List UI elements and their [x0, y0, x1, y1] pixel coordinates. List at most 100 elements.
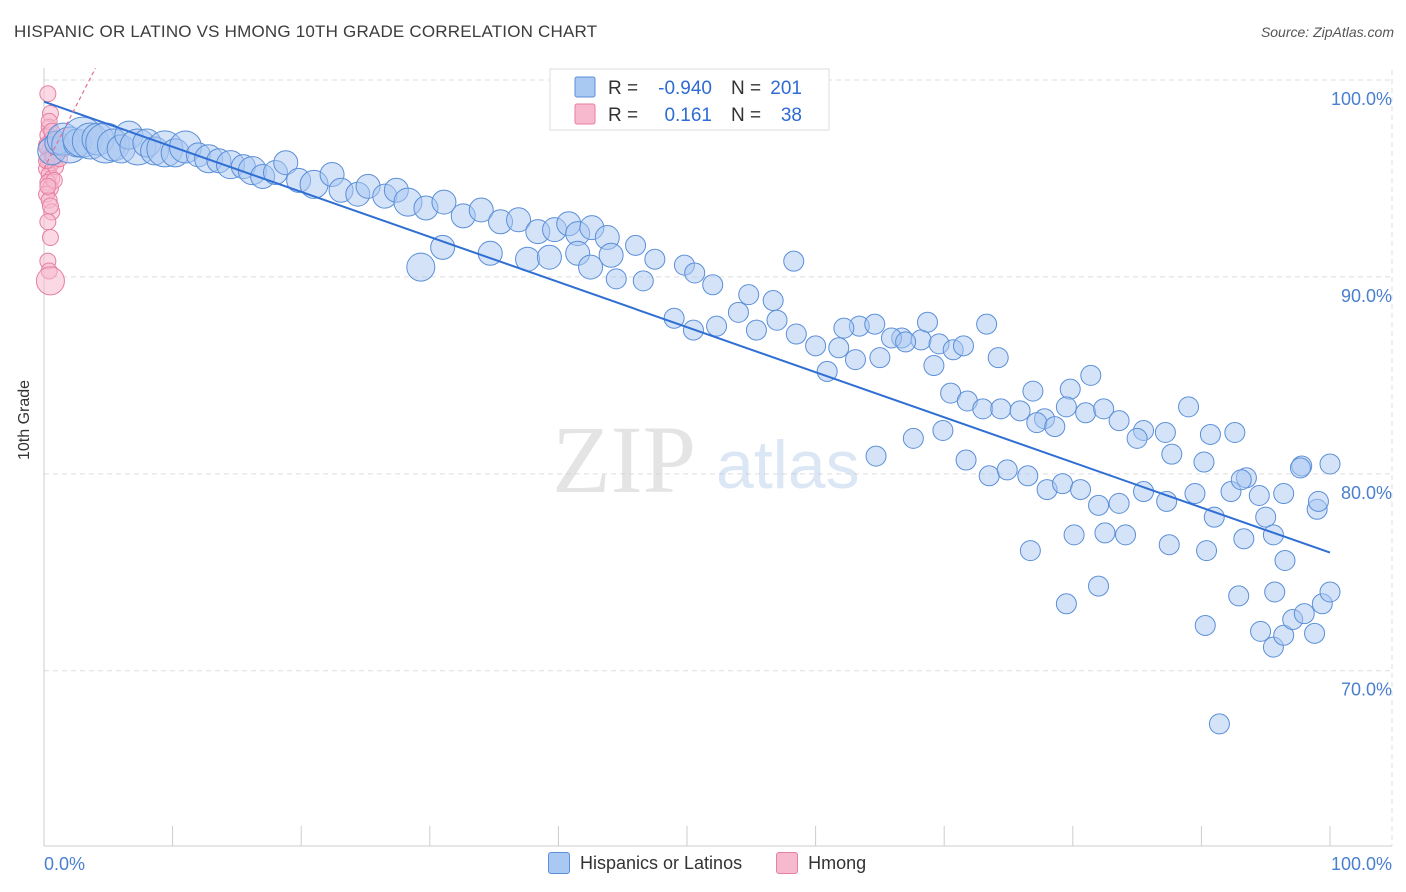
hispanic-points — [37, 116, 1341, 735]
hispanic-point — [1304, 622, 1326, 644]
y-tick-label: 80.0% — [1341, 483, 1392, 503]
hispanic-point — [1088, 494, 1110, 516]
hispanic-point — [1026, 412, 1048, 434]
tick-labels: 70.0% 80.0% 90.0% 100.0% 0.0% 100.0% — [44, 89, 1392, 874]
legend-n-label-2: N = — [731, 105, 761, 126]
hispanic-point — [828, 337, 850, 359]
hispanic-point — [805, 335, 827, 357]
hispanic-point — [632, 270, 654, 292]
hispanic-point — [869, 347, 891, 369]
hispanic-point — [702, 274, 724, 296]
hispanic-point — [1199, 423, 1221, 445]
hispanic-point — [990, 398, 1012, 420]
hispanic-point — [816, 360, 838, 382]
hispanic-point — [273, 150, 299, 176]
hispanic-point — [955, 449, 977, 471]
hispanic-point — [1055, 396, 1077, 418]
stats-legend: R = -0.940 N = 201 R = 0.161 N = 38 — [549, 68, 830, 131]
hispanic-point — [1158, 534, 1180, 556]
hmong-trend-line — [43, 67, 96, 169]
hispanic-point — [431, 189, 457, 215]
hispanic-point — [1307, 490, 1329, 512]
legend-n-value-2: 38 — [781, 105, 802, 126]
hispanic-point — [1208, 713, 1230, 735]
legend-swatch-pink — [574, 103, 596, 125]
series-legend: Hispanics or Latinos Hmong — [548, 852, 886, 874]
hispanic-point — [1262, 524, 1284, 546]
hispanic-point — [1264, 581, 1286, 603]
hispanic-point — [1059, 378, 1081, 400]
hispanic-point — [738, 284, 760, 306]
hmong-point — [39, 213, 57, 231]
hispanic-point — [706, 315, 728, 337]
hispanic-point — [766, 309, 788, 331]
hispanic-point — [923, 355, 945, 377]
hispanic-point — [1063, 524, 1085, 546]
source-label: Source: ZipAtlas.com — [1260, 24, 1394, 40]
hispanic-point — [1070, 479, 1092, 501]
hispanic-point — [1274, 549, 1296, 571]
hispanic-point — [644, 248, 666, 270]
hispanic-point — [1250, 620, 1272, 642]
legend-swatch-hispanic — [548, 852, 570, 874]
hispanic-point — [468, 197, 494, 223]
hispanic-point — [1319, 581, 1341, 603]
hispanic-point — [1273, 624, 1295, 646]
y-tick-label: 100.0% — [1331, 89, 1392, 109]
hispanic-point — [1289, 457, 1311, 479]
hmong-point — [41, 197, 59, 215]
hispanic-point — [1126, 427, 1148, 449]
trend-lines — [43, 67, 1331, 554]
hispanic-point — [406, 252, 436, 282]
hispanic-point — [1080, 364, 1102, 386]
hispanic-point — [972, 398, 994, 420]
hispanic-point — [727, 301, 749, 323]
hispanic-point — [1019, 540, 1041, 562]
watermark-atlas: atlas — [716, 427, 860, 503]
legend-item-hmong: Hmong — [776, 852, 866, 874]
hispanic-point — [1108, 492, 1130, 514]
hmong-point — [39, 85, 57, 103]
hispanic-point — [762, 290, 784, 312]
hispanic-point — [1093, 398, 1115, 420]
hispanic-point — [1088, 575, 1110, 597]
hmong-point — [35, 266, 65, 296]
hispanic-point — [952, 335, 974, 357]
hispanic-point — [1055, 593, 1077, 615]
hispanic-point — [916, 311, 938, 333]
hispanic-point — [864, 313, 886, 335]
hmong-point — [39, 177, 57, 195]
hispanic-point — [1196, 540, 1218, 562]
legend-swatch-hmong — [776, 852, 799, 874]
hispanic-point — [833, 317, 855, 339]
hispanic-point — [1184, 483, 1206, 505]
hispanic-point — [1052, 473, 1074, 495]
hispanic-point — [1293, 603, 1315, 625]
hispanic-point — [1193, 451, 1215, 473]
legend-swatch-blue — [574, 76, 596, 98]
hispanic-point — [1203, 506, 1225, 528]
hispanic-point — [1094, 522, 1116, 544]
watermark-zip: ZIP — [552, 406, 696, 513]
hispanic-point — [605, 268, 627, 290]
legend-r-label-2: R = — [608, 105, 638, 126]
legend-n-value-1: 201 — [770, 78, 802, 99]
hispanic-point — [987, 347, 1009, 369]
hispanic-trend-line — [43, 100, 1331, 554]
legend-r-value-1: -0.940 — [658, 78, 712, 99]
hispanic-point — [684, 262, 706, 284]
y-tick-label: 90.0% — [1341, 286, 1392, 306]
hispanic-point — [865, 445, 887, 467]
y-tick-label: 70.0% — [1341, 680, 1392, 700]
hispanic-point — [785, 323, 807, 345]
legend-item-hispanic: Hispanics or Latinos — [548, 852, 742, 874]
hispanic-point — [430, 234, 456, 260]
hispanic-point — [578, 254, 604, 280]
legend-n-label-1: N = — [731, 78, 761, 99]
hispanic-point — [902, 427, 924, 449]
hispanic-point — [932, 420, 954, 442]
hispanic-point — [1233, 528, 1255, 550]
legend-label-hispanic: Hispanics or Latinos — [580, 852, 743, 873]
hispanic-point — [1108, 410, 1130, 432]
